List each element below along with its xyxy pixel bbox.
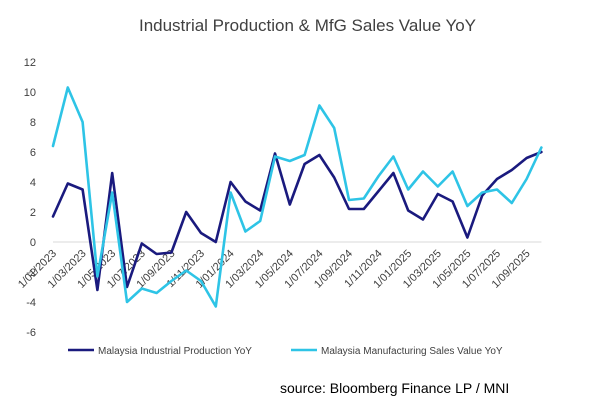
y-tick-label: -6 <box>26 327 36 339</box>
y-tick-label: 6 <box>30 147 36 159</box>
series-line-1 <box>51 150 543 292</box>
legend-label-2: Malaysia Manufacturing Sales Value YoY <box>321 346 503 357</box>
series-line-2 <box>51 86 543 308</box>
legend-label-1: Malaysia Industrial Production YoY <box>98 346 252 357</box>
y-tick-label: -2 <box>26 267 36 279</box>
chart-title: Industrial Production & MfG Sales Value … <box>138 16 477 35</box>
y-tick-label: 2 <box>30 207 36 219</box>
y-tick-label: 10 <box>24 87 36 99</box>
y-tick-label: -4 <box>26 297 36 309</box>
y-tick-label: 12 <box>24 57 36 69</box>
y-tick-label: 0 <box>30 237 36 249</box>
y-tick-label: 4 <box>30 177 36 189</box>
source-note: source: Bloomberg Finance LP / MNI <box>280 380 510 396</box>
y-tick-label: 8 <box>30 117 36 129</box>
